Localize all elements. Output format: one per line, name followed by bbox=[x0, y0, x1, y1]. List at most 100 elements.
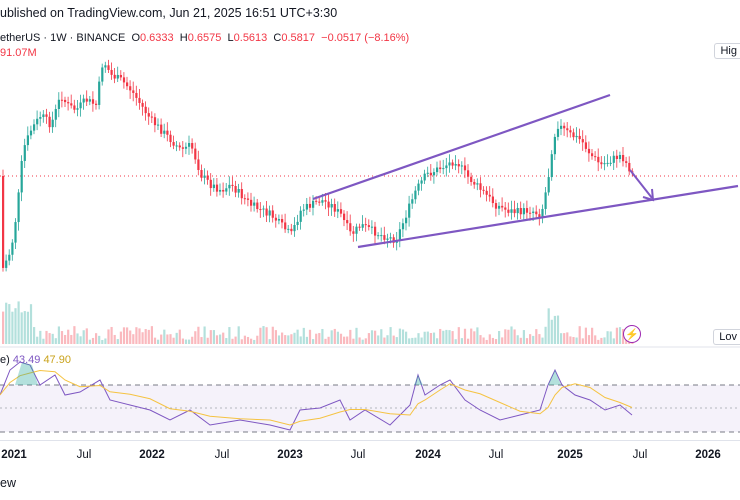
volume-bar bbox=[318, 333, 321, 344]
volume-bar bbox=[79, 336, 82, 344]
time-tick: 2022 bbox=[139, 449, 165, 461]
candle-body bbox=[129, 86, 132, 91]
volume-bar bbox=[191, 336, 194, 344]
candle-body bbox=[141, 102, 144, 107]
volume-bar bbox=[587, 335, 591, 344]
candle-body bbox=[206, 175, 209, 180]
volume-bar bbox=[76, 333, 79, 344]
candle-body bbox=[209, 179, 212, 189]
candle-body bbox=[225, 188, 228, 192]
volume-bar bbox=[122, 327, 126, 344]
volume-bar bbox=[141, 332, 144, 344]
candle-body bbox=[101, 67, 104, 82]
price-chart[interactable] bbox=[0, 0, 740, 440]
volume-bar bbox=[516, 335, 519, 344]
candle-body bbox=[560, 125, 563, 129]
candle-body bbox=[265, 208, 268, 216]
lower-trendline bbox=[357, 184, 739, 249]
volume-bar bbox=[408, 338, 411, 344]
volume-bar bbox=[219, 334, 222, 344]
candle-body bbox=[597, 156, 600, 163]
volume-bar bbox=[73, 326, 76, 344]
overbought-fill bbox=[414, 375, 423, 385]
candle-body bbox=[628, 162, 631, 172]
candle-body bbox=[277, 219, 281, 221]
lightning-icon[interactable]: ⚡ bbox=[623, 325, 641, 343]
candle-body bbox=[17, 192, 20, 223]
volume-bar bbox=[231, 338, 234, 344]
candle-body bbox=[20, 160, 23, 193]
candle-body bbox=[383, 235, 386, 240]
volume-bar bbox=[237, 326, 240, 344]
candle-body bbox=[566, 128, 569, 131]
high-price-tag: Hig bbox=[714, 43, 740, 59]
volume-bar bbox=[17, 301, 20, 344]
volume-bar bbox=[361, 339, 364, 344]
volume-bar bbox=[507, 329, 510, 344]
candle-body bbox=[318, 201, 321, 203]
time-tick: 2024 bbox=[415, 449, 441, 461]
candle-body bbox=[504, 207, 507, 210]
candle-body bbox=[287, 228, 290, 230]
volume-bar bbox=[36, 336, 39, 344]
volume-bar bbox=[209, 330, 212, 344]
symbol-label[interactable]: etherUS · 1W · BINANCE bbox=[0, 32, 126, 44]
volume-bar bbox=[222, 332, 225, 344]
volume-bar bbox=[70, 334, 73, 344]
volume-bar bbox=[392, 335, 395, 344]
candle-body bbox=[79, 102, 82, 109]
top-bar: ublished on TradingView.com, Jun 21, 202… bbox=[0, 0, 740, 24]
candle-body bbox=[119, 74, 122, 78]
candle-body bbox=[11, 242, 14, 255]
candle-body bbox=[556, 128, 560, 137]
volume-bar bbox=[370, 330, 374, 344]
volume-bar bbox=[398, 328, 401, 344]
candle-body bbox=[268, 210, 271, 216]
candle-body bbox=[451, 162, 454, 166]
footer-text: ew bbox=[0, 476, 16, 490]
volume-bar bbox=[436, 338, 439, 344]
change-value: −0.0517 (−8.16%) bbox=[321, 32, 410, 44]
candle-body bbox=[104, 65, 107, 68]
volume-bar bbox=[88, 339, 91, 344]
candle-body bbox=[519, 207, 522, 215]
candle-body bbox=[42, 114, 45, 118]
volume-bar bbox=[262, 326, 265, 344]
volume-bar bbox=[150, 326, 153, 344]
volume-bar bbox=[33, 327, 36, 344]
volume-bar bbox=[547, 308, 550, 344]
volume-bar bbox=[14, 308, 17, 344]
volume-bar bbox=[445, 329, 448, 344]
volume-bar bbox=[203, 326, 206, 344]
overbought-fill bbox=[548, 370, 561, 385]
volume-bar bbox=[609, 331, 612, 344]
candle-body bbox=[442, 168, 445, 170]
rsi-ma-line bbox=[0, 369, 633, 426]
candle-body bbox=[54, 109, 57, 120]
candle-body bbox=[510, 209, 513, 213]
published-info: ublished on TradingView.com, Jun 21, 202… bbox=[0, 6, 338, 20]
volume-bar bbox=[175, 332, 178, 344]
candle-body bbox=[423, 173, 426, 181]
volume-bar bbox=[240, 339, 243, 344]
candle-body bbox=[507, 209, 510, 213]
candle-body bbox=[374, 226, 377, 236]
volume-bar bbox=[147, 329, 150, 344]
volume-bar bbox=[277, 335, 281, 344]
candle-body bbox=[429, 172, 432, 176]
volume-bar bbox=[308, 329, 312, 344]
candle-body bbox=[33, 124, 36, 131]
volume-bar bbox=[615, 327, 618, 344]
candle-body bbox=[547, 177, 550, 193]
candle-body bbox=[333, 204, 336, 212]
volume-bar bbox=[116, 339, 119, 344]
volume-bar bbox=[405, 331, 408, 344]
candle-body bbox=[222, 189, 225, 192]
volume-bar bbox=[572, 337, 575, 344]
candle-body bbox=[448, 162, 451, 166]
candle-body bbox=[203, 175, 206, 178]
candle-body bbox=[491, 196, 494, 204]
volume-bar bbox=[451, 331, 454, 344]
candle-body bbox=[587, 148, 591, 154]
volume-bar bbox=[349, 329, 352, 344]
